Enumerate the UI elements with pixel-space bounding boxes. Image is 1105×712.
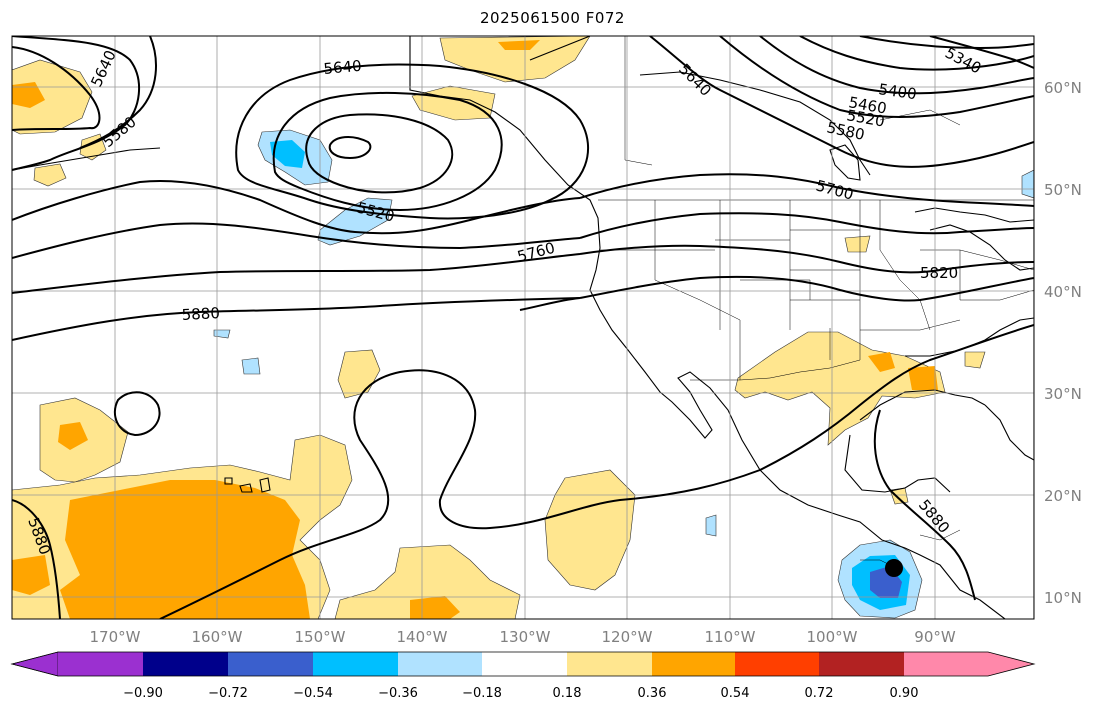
colorbar-extend-low bbox=[10, 651, 59, 677]
lon-label: 100°W bbox=[807, 628, 858, 646]
lat-label: 60°N bbox=[1044, 79, 1082, 97]
contour-label: 5880 bbox=[181, 304, 220, 324]
colorbar-tick-label: 0.18 bbox=[553, 686, 582, 701]
map-title: 2025061500 F072 bbox=[480, 9, 625, 27]
colorbar-tick-label: −0.54 bbox=[293, 686, 333, 701]
colorbar-ticks: −0.90 −0.72 −0.54 −0.36 −0.18 0.18 0.36 … bbox=[123, 686, 918, 701]
positive-anomaly-fill bbox=[12, 36, 986, 619]
height-contours bbox=[12, 36, 1034, 619]
colorbar-segment bbox=[652, 652, 735, 676]
colorbar-segment bbox=[567, 652, 652, 676]
lat-label: 20°N bbox=[1044, 487, 1082, 505]
colorbar-extend-high bbox=[904, 652, 1034, 676]
colorbar-segment bbox=[313, 652, 398, 676]
colorbar-segment bbox=[819, 652, 904, 676]
colorbar-outline bbox=[10, 651, 1036, 677]
lon-label: 150°W bbox=[295, 628, 346, 646]
lon-label: 160°W bbox=[192, 628, 243, 646]
lat-label: 30°N bbox=[1044, 385, 1082, 403]
lon-label: 90°W bbox=[914, 628, 956, 646]
lat-label: 40°N bbox=[1044, 283, 1082, 301]
lat-label: 50°N bbox=[1044, 181, 1082, 199]
colorbar-tick-label: 0.72 bbox=[805, 686, 834, 701]
contour-label: 5400 bbox=[877, 80, 917, 103]
colorbar-segment bbox=[143, 652, 228, 676]
colorbar-tick-label: −0.90 bbox=[123, 686, 163, 701]
latitude-labels: 60°N 50°N 40°N 30°N 20°N 10°N bbox=[1044, 79, 1082, 607]
colorbar-segment bbox=[735, 652, 819, 676]
graticule bbox=[12, 36, 1034, 619]
colorbar-tick-label: 0.54 bbox=[721, 686, 750, 701]
map-plot-area: 5640 5580 5640 5520 5760 5880 5640 5340 … bbox=[12, 36, 1034, 619]
colorbar-tick-label: 0.90 bbox=[890, 686, 919, 701]
colorbar-segment bbox=[58, 652, 143, 676]
contour-label: 5640 bbox=[323, 57, 363, 78]
colorbar-tick-label: −0.36 bbox=[378, 686, 418, 701]
lon-label: 170°W bbox=[90, 628, 141, 646]
map-frame bbox=[11, 35, 1035, 620]
colorbar-segment bbox=[228, 652, 313, 676]
colorbar-tick-label: 0.36 bbox=[638, 686, 667, 701]
colorbar-tick-label: −0.72 bbox=[208, 686, 248, 701]
colorbar: −0.90 −0.72 −0.54 −0.36 −0.18 0.18 0.36 … bbox=[10, 651, 1036, 701]
lon-label: 140°W bbox=[397, 628, 448, 646]
lon-label: 110°W bbox=[705, 628, 756, 646]
colorbar-tick-label: −0.18 bbox=[462, 686, 502, 701]
lon-label: 120°W bbox=[602, 628, 653, 646]
colorbar-segment bbox=[482, 652, 567, 676]
lon-label: 130°W bbox=[500, 628, 551, 646]
contour-label: 5820 bbox=[920, 264, 958, 282]
colorbar-segment bbox=[398, 652, 482, 676]
longitude-labels: 170°W 160°W 150°W 140°W 130°W 120°W 110°… bbox=[90, 628, 956, 646]
coastlines bbox=[12, 36, 1034, 619]
lat-label: 10°N bbox=[1044, 589, 1082, 607]
